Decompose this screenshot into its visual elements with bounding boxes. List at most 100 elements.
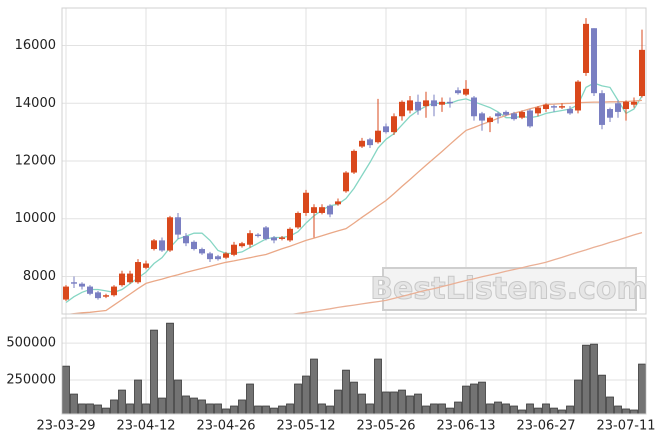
candle-body bbox=[287, 228, 293, 241]
volume-bar bbox=[390, 391, 398, 415]
volume-bar bbox=[382, 391, 390, 415]
candle-body bbox=[471, 97, 477, 117]
volume-bar bbox=[286, 403, 294, 415]
volume-bar bbox=[222, 408, 230, 415]
candle-body bbox=[559, 106, 565, 108]
candle-body bbox=[159, 240, 165, 251]
volume-bar bbox=[558, 409, 566, 415]
candle-body bbox=[607, 109, 613, 118]
candle-body bbox=[175, 217, 181, 235]
candle-body bbox=[599, 93, 605, 125]
volume-bar bbox=[350, 381, 358, 415]
candle-body bbox=[79, 283, 85, 287]
moving-average-line bbox=[65, 82, 643, 304]
candle-body bbox=[327, 205, 333, 215]
watermark-text: BestListens.com bbox=[370, 272, 648, 307]
candle-body bbox=[111, 286, 117, 296]
volume-bar bbox=[302, 375, 310, 415]
candle-body bbox=[311, 207, 317, 213]
volume-bar bbox=[342, 369, 350, 415]
volume-bar bbox=[110, 399, 118, 415]
volume-bar bbox=[462, 385, 470, 415]
x-tick-label: 23-05-26 bbox=[356, 419, 415, 434]
x-tick-label: 23-04-26 bbox=[196, 419, 255, 434]
volume-bar bbox=[238, 399, 246, 415]
volume-bar bbox=[310, 358, 318, 415]
candle-body bbox=[543, 104, 549, 110]
moving-average-line bbox=[289, 231, 643, 314]
volume-bar bbox=[518, 409, 526, 415]
candle-body bbox=[455, 90, 461, 94]
candle-body bbox=[215, 256, 221, 260]
candle-body bbox=[639, 49, 645, 97]
candle-body bbox=[519, 111, 525, 118]
candle-body bbox=[423, 100, 429, 107]
candle-body bbox=[551, 106, 557, 108]
grid bbox=[62, 8, 646, 414]
volume-bar bbox=[422, 405, 430, 415]
candle-body bbox=[263, 227, 269, 239]
volume-bar bbox=[246, 383, 254, 415]
volume-bar bbox=[550, 407, 558, 415]
volume-bar bbox=[446, 407, 454, 415]
y-tick-label: 8000 bbox=[23, 269, 56, 284]
volume-bar bbox=[638, 363, 646, 415]
candle-body bbox=[207, 253, 213, 260]
candle-body bbox=[247, 233, 253, 245]
volume-bar bbox=[70, 393, 78, 415]
volume-bar bbox=[630, 409, 638, 415]
volume-bar bbox=[230, 405, 238, 415]
x-tick-label: 23-06-13 bbox=[436, 419, 495, 434]
candle-body bbox=[503, 111, 509, 115]
candle-body bbox=[279, 237, 285, 239]
volume-bar bbox=[510, 405, 518, 415]
candle-body bbox=[399, 101, 405, 117]
y-tick-label: 500000 bbox=[6, 336, 56, 351]
candle-body bbox=[415, 101, 421, 111]
x-tick-label: 23-07-11 bbox=[596, 419, 655, 434]
volume-bar bbox=[470, 383, 478, 415]
volume-bar bbox=[582, 344, 590, 415]
candle-body bbox=[343, 172, 349, 192]
candle-body bbox=[71, 282, 77, 284]
candle-body bbox=[527, 110, 533, 127]
volume-bar bbox=[430, 403, 438, 415]
candle-body bbox=[271, 237, 277, 241]
volume-bar bbox=[414, 393, 422, 415]
candle-body bbox=[103, 295, 109, 297]
candle-body bbox=[191, 241, 197, 250]
volume-bar bbox=[374, 358, 382, 415]
volume-bar bbox=[598, 374, 606, 415]
volume-bar bbox=[606, 396, 614, 415]
candles bbox=[63, 18, 645, 302]
candle-body bbox=[239, 243, 245, 247]
candle-body bbox=[615, 103, 621, 112]
volume-bar bbox=[398, 389, 406, 415]
y-tick-label: 250000 bbox=[6, 373, 56, 388]
volume-bar bbox=[182, 395, 190, 415]
candle-body bbox=[135, 262, 141, 283]
candle-body bbox=[375, 130, 381, 143]
candle-body bbox=[431, 100, 437, 107]
volume-bar bbox=[254, 405, 262, 415]
candle-body bbox=[535, 107, 541, 114]
candle-body bbox=[583, 23, 589, 73]
volume-bar bbox=[262, 405, 270, 415]
volume-bar bbox=[206, 403, 214, 415]
price-frame bbox=[61, 7, 647, 315]
volume-frame bbox=[61, 317, 647, 415]
candle-body bbox=[255, 234, 261, 237]
candle-body bbox=[567, 109, 573, 114]
axes: 8000 10000 12000 14000 16000 23-03-29 23-04-12… bbox=[6, 38, 655, 433]
candle-body bbox=[511, 113, 517, 120]
candle-body bbox=[231, 244, 237, 255]
volume-bar bbox=[198, 399, 206, 415]
x-tick-label: 23-05-12 bbox=[276, 419, 335, 434]
volume-bar bbox=[294, 383, 302, 415]
volume-bar bbox=[486, 403, 494, 415]
volume-bar bbox=[86, 403, 94, 415]
volume-bar bbox=[214, 403, 222, 415]
volume-bar bbox=[94, 404, 102, 415]
